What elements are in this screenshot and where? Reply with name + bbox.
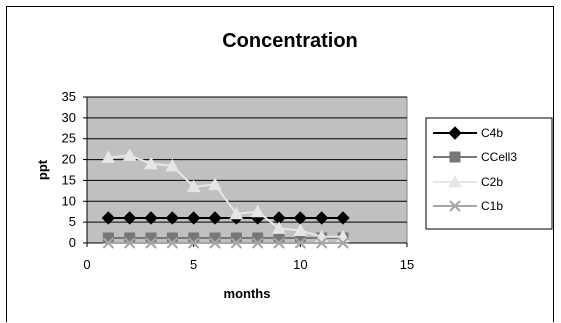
series-C2b [101,148,350,243]
legend-label: CCell3 [481,150,517,164]
data-point [273,232,285,244]
y-tick-label: 35 [62,89,76,104]
data-point [165,211,180,225]
legend-label: C4b [481,126,503,140]
data-point [165,158,180,172]
data-point [144,156,158,170]
gridlines [87,96,407,223]
y-tick-label: 0 [69,235,76,250]
data-point [230,237,243,249]
y-tick-label: 5 [69,214,76,229]
legend-label: C2b [481,175,503,189]
data-marks [101,148,350,249]
legend-item-C1b: C1b [433,199,503,213]
x-tick-label: 0 [83,257,90,272]
data-point [314,211,329,225]
data-point [123,237,136,249]
data-point [251,237,264,249]
legend-marker [448,174,462,188]
data-point [102,237,115,249]
tick-labels: 0 5 10 15 20 25 30 35 0 5 10 15 [62,89,415,272]
data-point [250,204,265,218]
data-point [293,223,308,236]
y-tick-label: 10 [62,193,76,208]
data-point [145,232,157,244]
x-axis-label: months [224,286,271,301]
y-tick-label: 30 [62,110,76,125]
data-point [145,237,157,249]
data-point [337,237,349,249]
legend-box [425,117,553,230]
y-tick-label: 25 [62,131,76,146]
legend-item-CCell3: CCell3 [433,150,517,164]
legend-item-C4b: C4b [433,126,503,140]
legend-marker [448,126,462,140]
data-point [186,179,201,193]
data-point [209,237,221,249]
data-point [102,232,114,244]
y-axis-label: ppt [35,159,50,180]
legend-item-C2b: C2b [433,174,503,189]
data-point [208,211,222,225]
y-tick-label: 20 [62,152,76,167]
data-point [187,237,200,249]
legend-label: C1b [481,199,503,213]
x-tick-label: 15 [400,257,414,272]
legend: C4b CCell3 C2b C1b [433,126,517,213]
data-point [122,148,137,161]
x-tick-label: 10 [293,257,307,272]
data-point [186,211,201,225]
series-C1b [102,237,349,249]
data-point [124,232,136,244]
plot-area [86,96,408,244]
x-tick-label: 5 [190,257,197,272]
data-point [166,232,178,244]
data-point [101,211,116,225]
y-tick-label: 15 [62,172,76,187]
data-point [101,150,116,163]
data-point [273,237,285,249]
chart-title: Concentration [222,30,358,52]
legend-marker [449,151,461,163]
data-point [294,237,307,249]
data-point [229,206,244,220]
data-point [209,232,221,244]
data-point [252,232,264,244]
data-point [122,211,137,225]
data-point [315,237,328,249]
legend-marker [449,200,461,212]
data-point [336,211,350,225]
data-point [208,177,222,191]
data-point [230,232,242,244]
data-point [144,211,158,225]
data-point [166,237,179,249]
data-point [272,221,286,234]
data-point [188,232,200,244]
